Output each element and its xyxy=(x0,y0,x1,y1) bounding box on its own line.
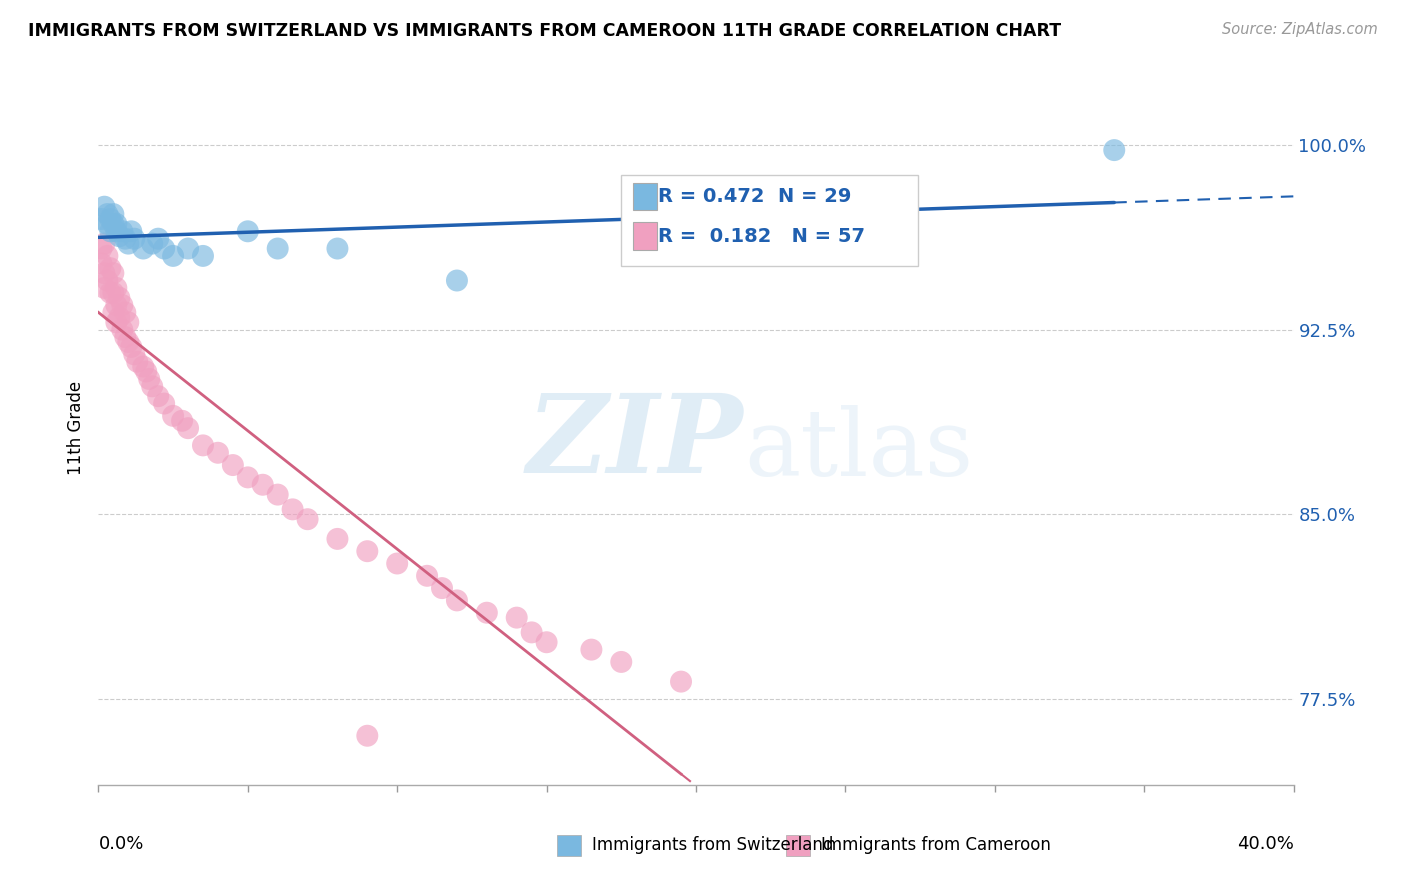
Point xyxy=(117,334,139,349)
Point xyxy=(96,207,118,221)
Point xyxy=(98,224,122,238)
Point xyxy=(141,236,163,251)
Point xyxy=(162,249,184,263)
Point xyxy=(108,310,131,325)
Point xyxy=(281,502,304,516)
Point xyxy=(103,305,125,319)
Point xyxy=(172,414,194,428)
Text: IMMIGRANTS FROM SWITZERLAND VS IMMIGRANTS FROM CAMEROON 11TH GRADE CORRELATION C: IMMIGRANTS FROM SWITZERLAND VS IMMIGRANT… xyxy=(28,22,1062,40)
Point xyxy=(103,266,125,280)
Point xyxy=(236,224,259,238)
Y-axis label: 11th Grade: 11th Grade xyxy=(67,381,86,475)
Point xyxy=(117,236,139,251)
Point xyxy=(114,330,136,344)
Point xyxy=(148,232,170,246)
Point xyxy=(207,446,229,460)
Point xyxy=(446,593,468,607)
Point xyxy=(581,642,603,657)
Point xyxy=(141,379,163,393)
Point xyxy=(177,242,200,256)
Point xyxy=(96,249,118,263)
Point xyxy=(120,340,142,354)
Point xyxy=(520,625,543,640)
Text: ZIP: ZIP xyxy=(527,389,744,496)
Point xyxy=(114,305,136,319)
Point xyxy=(103,285,125,300)
Point xyxy=(536,635,558,649)
Point xyxy=(446,273,468,287)
Point xyxy=(475,606,498,620)
Point xyxy=(98,261,122,276)
Point xyxy=(90,242,112,256)
Point xyxy=(103,217,125,231)
Point xyxy=(416,569,439,583)
Point xyxy=(177,421,200,435)
Text: 40.0%: 40.0% xyxy=(1237,835,1294,853)
Point xyxy=(111,224,134,238)
Point xyxy=(610,655,633,669)
Text: atlas: atlas xyxy=(744,405,973,494)
Point xyxy=(96,273,118,287)
Point xyxy=(105,217,128,231)
Point xyxy=(669,674,692,689)
Point xyxy=(191,249,214,263)
Point xyxy=(105,224,128,238)
Point xyxy=(430,581,453,595)
Point xyxy=(124,232,146,246)
Point xyxy=(103,207,125,221)
Point xyxy=(105,281,128,295)
Point xyxy=(96,217,118,231)
Point xyxy=(90,212,112,227)
Point xyxy=(162,409,184,423)
Point xyxy=(834,232,856,246)
Point xyxy=(93,200,115,214)
Point xyxy=(385,557,409,571)
Point xyxy=(191,438,214,452)
Point xyxy=(153,396,176,410)
Point xyxy=(114,232,136,246)
Point xyxy=(127,355,149,369)
Text: Immigrants from Cameroon: Immigrants from Cameroon xyxy=(821,837,1050,855)
Point xyxy=(111,298,134,312)
Point xyxy=(120,224,142,238)
Point xyxy=(90,256,112,270)
Point xyxy=(236,470,259,484)
Point xyxy=(105,315,128,329)
Point xyxy=(93,266,115,280)
Point xyxy=(108,291,131,305)
Point xyxy=(1104,143,1126,157)
Point xyxy=(93,281,115,295)
Point xyxy=(124,347,146,361)
Point xyxy=(222,458,245,472)
Point xyxy=(93,236,115,251)
Text: R = 0.472  N = 29: R = 0.472 N = 29 xyxy=(658,186,852,206)
Point xyxy=(148,389,170,403)
Point xyxy=(138,372,160,386)
Point xyxy=(506,610,529,624)
Point xyxy=(252,477,274,491)
Text: 0.0%: 0.0% xyxy=(98,835,143,853)
Point xyxy=(326,532,349,546)
Point xyxy=(297,512,319,526)
Point xyxy=(117,315,139,329)
Point xyxy=(326,242,349,256)
Text: Source: ZipAtlas.com: Source: ZipAtlas.com xyxy=(1222,22,1378,37)
Point xyxy=(98,285,122,300)
Text: R =  0.182   N = 57: R = 0.182 N = 57 xyxy=(658,227,866,245)
Point xyxy=(135,365,157,379)
Point xyxy=(132,242,155,256)
Text: Immigrants from Switzerland: Immigrants from Switzerland xyxy=(592,837,834,855)
Point xyxy=(132,359,155,374)
Point xyxy=(267,487,290,501)
Point xyxy=(111,323,134,337)
Point xyxy=(105,298,128,312)
Point xyxy=(98,212,122,227)
Point xyxy=(153,242,176,256)
Point xyxy=(108,229,131,244)
Point xyxy=(356,729,378,743)
Point xyxy=(356,544,378,558)
Point xyxy=(267,242,290,256)
